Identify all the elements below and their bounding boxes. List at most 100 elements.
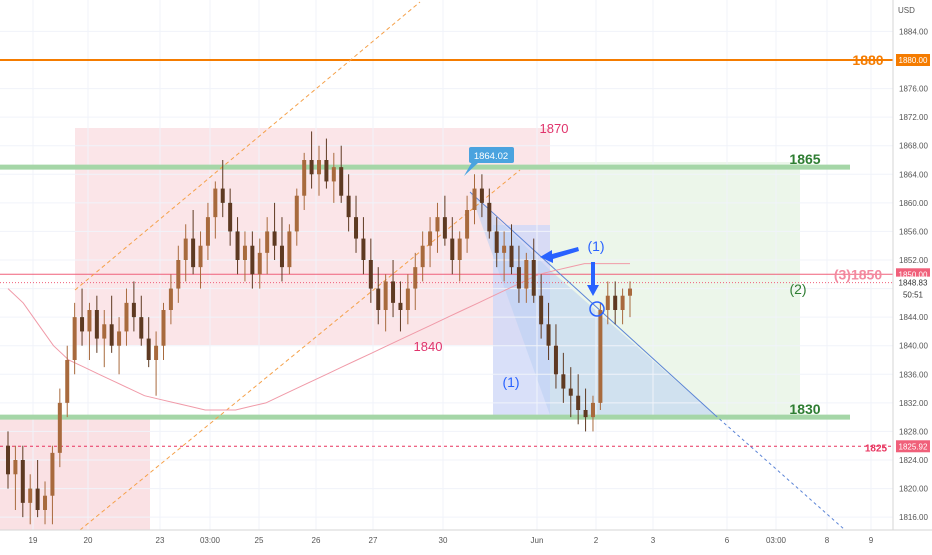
price-tag-label: 1880.00 — [899, 56, 928, 65]
candle-body — [457, 238, 462, 260]
candle-body — [317, 160, 321, 175]
y-tick-label: 1836.00 — [899, 370, 928, 379]
candle-body — [598, 310, 603, 403]
x-tick-label: 25 — [255, 536, 264, 545]
blue-arrow-down — [587, 262, 599, 296]
candle-body — [472, 188, 477, 210]
price-tag-label: 50:51 — [903, 290, 924, 299]
candle-body — [613, 295, 618, 310]
candle-body — [28, 488, 33, 503]
zone-red-bottom-left — [0, 415, 150, 530]
candle-body — [553, 345, 558, 375]
x-tick-label: 03:00 — [766, 536, 787, 545]
candle-body — [628, 288, 632, 296]
candle-body — [213, 188, 218, 218]
level-label: 1830 — [789, 401, 820, 417]
candle-body — [479, 188, 484, 203]
blue-circle-marker — [589, 301, 605, 317]
price-tag-label: 1825.92 — [899, 442, 928, 451]
candle-body — [428, 231, 433, 246]
candle-body — [539, 295, 544, 325]
candle-body — [590, 402, 595, 418]
candle-body — [435, 217, 440, 232]
candle-body — [35, 488, 40, 510]
candle-body — [287, 231, 292, 268]
y-tick-label: 1816.00 — [899, 513, 928, 522]
candle-body — [94, 310, 99, 339]
y-tick-label: 1864.00 — [899, 170, 928, 179]
candle-body — [161, 310, 166, 346]
candle-body — [198, 245, 203, 268]
candle-body — [368, 260, 373, 289]
level-label: 1865 — [789, 151, 820, 167]
candle-body — [13, 460, 18, 475]
y-tick-label: 1824.00 — [899, 456, 928, 465]
candle-body — [339, 167, 344, 196]
blue-arrow-left — [540, 247, 579, 263]
candle-body — [465, 210, 470, 239]
candle-body — [442, 217, 447, 239]
candle-body — [265, 231, 270, 253]
y-tick-label: 1840.00 — [899, 342, 928, 351]
candle-body — [620, 295, 625, 310]
candle-body — [205, 217, 210, 246]
x-tick-label: Jun — [531, 536, 544, 545]
y-tick-label: 1860.00 — [899, 199, 928, 208]
price-tag-box — [896, 276, 930, 289]
candle-body — [272, 231, 277, 246]
y-tick-label: 1884.00 — [899, 27, 928, 36]
x-tick-label: 3 — [651, 536, 656, 545]
level-label: 1825 — [865, 443, 888, 454]
candle-body — [398, 302, 403, 310]
candle-body — [80, 317, 85, 332]
candle-body — [361, 238, 366, 260]
y-tick-label: 1876.00 — [899, 85, 928, 94]
candle-body — [346, 195, 351, 218]
candle-body — [605, 295, 610, 310]
candle-body — [509, 245, 514, 268]
candle-body — [72, 317, 77, 360]
chart-annotations: 1870 1840 (1) (1) (2) — [414, 121, 807, 390]
price-callout-label: 1864.02 — [474, 151, 508, 162]
candle-body — [524, 260, 529, 289]
annotation-arrows — [540, 247, 605, 317]
candle-body — [576, 395, 581, 410]
candle-body — [294, 195, 299, 232]
level-label: (3)1850 — [834, 266, 882, 282]
price-callout-pointer — [464, 162, 479, 176]
candle-body — [117, 331, 122, 346]
blue-downtrend-dashed — [714, 414, 846, 531]
candle-body — [487, 202, 492, 232]
candle-body — [531, 260, 536, 296]
y-tick-label: 1844.00 — [899, 313, 928, 322]
candle-body — [502, 245, 507, 253]
x-tick-label: 03:00 — [200, 536, 221, 545]
candle-body — [6, 445, 10, 475]
price-callout-box — [469, 147, 514, 163]
candle-body — [405, 288, 410, 310]
candle-body — [20, 460, 25, 503]
candle-body — [235, 231, 240, 260]
candle-body — [309, 160, 314, 175]
candle-body — [324, 160, 329, 182]
candle-body — [168, 288, 173, 310]
candle-body — [494, 231, 499, 253]
annotation-1870: 1870 — [540, 121, 569, 136]
candle-body — [146, 338, 151, 360]
time-axis: 19 20 23 03:00 25 26 27 30 Jun 2 3 6 03:00 8 9 — [29, 536, 874, 545]
candle-body — [109, 324, 114, 346]
candle-body — [354, 217, 359, 239]
price-tag-label: 1850.00 — [899, 270, 928, 279]
candle-body — [420, 245, 425, 268]
candle-body — [57, 402, 62, 453]
currency-label: USD — [898, 6, 915, 15]
candle-body — [242, 245, 247, 260]
candle-body — [43, 495, 48, 510]
candle-body — [102, 324, 107, 339]
x-tick-label: 20 — [84, 536, 93, 545]
zone-blue-triangle — [470, 192, 715, 415]
candle-body — [250, 245, 255, 275]
annotation-wave-2: (2) — [789, 281, 806, 297]
